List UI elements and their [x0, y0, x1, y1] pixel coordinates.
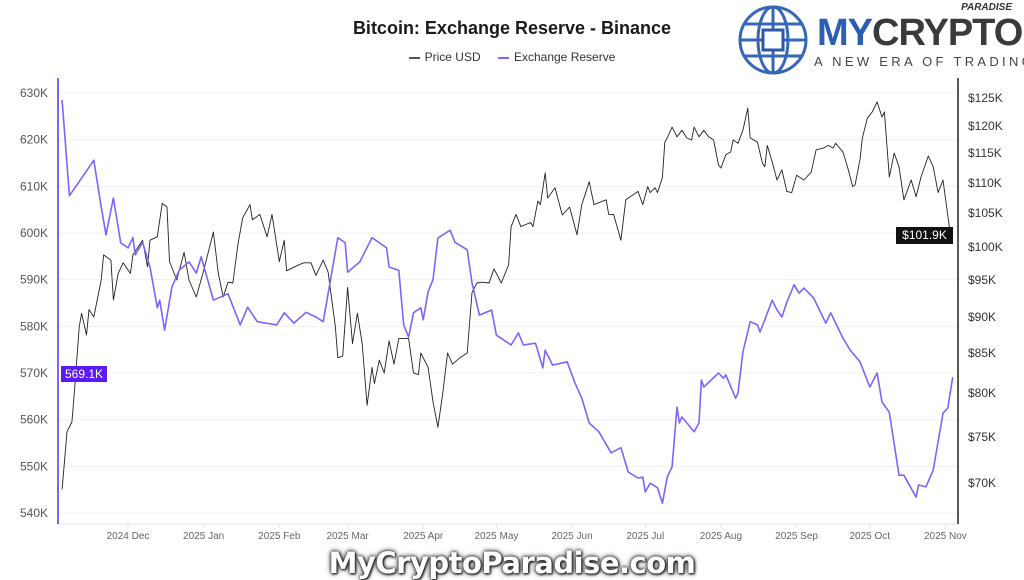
right-axis-tick-label: $95K [968, 273, 996, 287]
x-axis-tick-label: 2025 May [474, 531, 518, 542]
left-axis-tick-label: 590K [20, 273, 48, 287]
chart-title: Bitcoin: Exchange Reserve - Binance [352, 18, 672, 38]
right-axis-tick-label: $75K [968, 430, 996, 444]
left-axis-tick-label: 630K [20, 86, 48, 100]
x-axis-tick-label: 2025 Jul [626, 531, 664, 542]
left-axis-tick-label: 570K [20, 366, 48, 380]
legend-label-reserve: Exchange Reserve [513, 50, 616, 64]
reserve-last-value-label: 569.1K [61, 366, 107, 382]
price-usd-line [61, 101, 951, 490]
legend-item-price[interactable]: Price USD [408, 50, 481, 64]
x-axis-tick-label: 2025 Jun [552, 531, 593, 542]
left-axis-tick-label: 560K [20, 413, 48, 427]
price-last-value-label: $101.9K [896, 227, 953, 244]
globe-chip-icon [738, 5, 808, 75]
exchange-reserve-line [61, 99, 954, 504]
left-axis-tick-label: 540K [20, 506, 48, 520]
watermark: MyCryptoParadise.com [328, 546, 696, 580]
price-swatch [408, 56, 420, 59]
x-axis-tick-label: 2025 Aug [700, 531, 742, 542]
right-axis-tick-label: $100K [968, 240, 1003, 254]
x-axis-tick-label: 2025 Jan [183, 531, 224, 542]
brand-name: MYCRYPTO [817, 12, 1023, 54]
x-axis-tick-label: 2025 Oct [849, 531, 890, 542]
x-axis-tick-label: 2025 Nov [924, 531, 967, 542]
brand-crypto: CRYPTO [872, 12, 1023, 54]
right-axis-tick-label: $80K [968, 386, 996, 400]
reserve-swatch [497, 56, 509, 59]
left-axis-tick-label: 580K [20, 319, 48, 333]
brand-tagline: A NEW ERA OF TRADING [814, 54, 1024, 69]
x-axis-tick-label: 2025 Mar [326, 531, 369, 542]
left-axis-tick-label: 620K [20, 133, 48, 147]
brand-my: MY [817, 12, 873, 54]
right-axis-tick-label: $90K [968, 310, 996, 324]
legend-label-price: Price USD [424, 50, 481, 64]
x-axis-tick-label: 2024 Dec [107, 531, 150, 542]
right-axis-tick-label: $70K [968, 476, 996, 490]
right-axis-tick-label: $105K [968, 206, 1003, 220]
legend: Price USD Exchange Reserve [0, 50, 1024, 64]
logo: MYCRYPTO PARADISE A NEW ERA OF TRADING [735, 2, 1024, 78]
left-axis-tick-label: 610K [20, 179, 48, 193]
brand-paradise: PARADISE [961, 2, 1012, 13]
right-axis-tick-label: $110K [968, 176, 1002, 190]
legend-item-reserve[interactable]: Exchange Reserve [497, 50, 616, 64]
right-axis-tick-label: $85K [968, 346, 996, 360]
right-axis-tick-label: $120K [968, 119, 1003, 133]
x-axis-tick-label: 2025 Sep [775, 531, 818, 542]
right-axis-tick-label: $125K [968, 91, 1003, 105]
right-axis-tick-label: $115K [968, 146, 1002, 160]
x-axis-tick-label: 2025 Apr [403, 531, 444, 542]
left-axis-tick-label: 600K [20, 226, 48, 240]
x-axis-tick-label: 2025 Feb [258, 531, 301, 542]
left-axis-tick-label: 550K [20, 459, 48, 473]
